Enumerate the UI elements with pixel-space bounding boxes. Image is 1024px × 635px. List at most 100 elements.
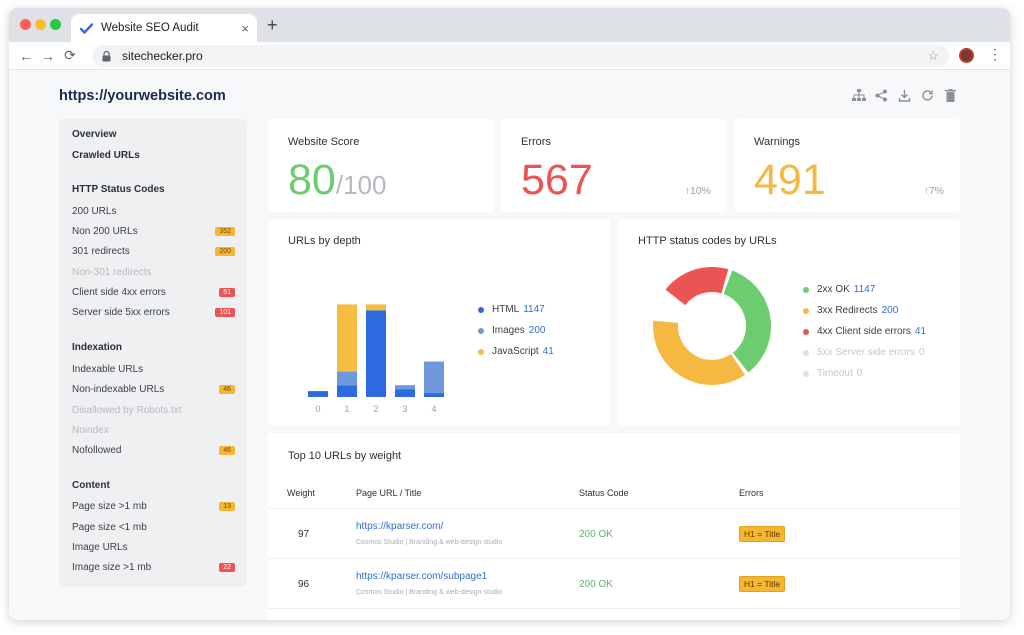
row-error-tag[interactable]: H1 = Title (739, 526, 786, 542)
score-value: 80 (288, 156, 336, 204)
checkmark-favicon-icon (79, 21, 93, 35)
bar-html-depth-4[interactable] (424, 393, 444, 397)
back-button[interactable]: ← (19, 47, 33, 64)
errors-trend: ↑10% (684, 185, 711, 197)
legend-dot-icon (478, 306, 484, 313)
bar-html-depth-2[interactable] (366, 310, 386, 397)
download-icon[interactable] (897, 88, 912, 103)
legend-item[interactable]: HTML 1147 (478, 299, 554, 320)
address-url[interactable]: sitechecker.pro (122, 49, 203, 63)
share-icon[interactable] (874, 88, 889, 103)
profile-avatar[interactable] (959, 48, 974, 63)
legend-value: 0 (856, 368, 863, 379)
legend-dot-icon (803, 349, 809, 356)
column-status-code[interactable]: Status Code (579, 488, 629, 498)
bookmark-star-icon[interactable]: ☆ (927, 48, 939, 63)
legend-dot-icon (478, 327, 484, 334)
forward-button[interactable]: → (41, 47, 55, 64)
legend-value: 1147 (853, 284, 876, 295)
sidebar-item-client-side-4xx-errors[interactable]: Client side 4xx errors 51 (72, 285, 235, 299)
sidebar-item-image-size-1-mb[interactable]: Image size >1 mb 22 (72, 560, 235, 574)
count-badge: 101 (215, 307, 235, 317)
count-badge: 352 (215, 226, 235, 236)
legend-item[interactable]: 2xx OK 1147 (803, 279, 926, 300)
row-error-tag[interactable]: H1 = Title (739, 576, 786, 592)
bar-html-depth-0[interactable] (308, 391, 328, 397)
status-legend: 2xx OK 1147 3xx Redirects 200 4xx Client sid… (803, 279, 926, 384)
row-url-link[interactable]: https://kparser.com/subpage1 (356, 571, 488, 582)
sidebar-item-non-301-redirects[interactable]: Non-301 redirects (72, 265, 235, 279)
sidebar-item-label: Non-301 redirects (72, 266, 152, 278)
sidebar-item-noindex[interactable]: Noindex (72, 423, 235, 437)
bar-javascript-depth-2[interactable] (366, 304, 386, 311)
sidebar-item-label: Content (72, 479, 110, 491)
row-page-title: Cosmos Studio | Branding & web-design st… (356, 589, 503, 596)
sidebar-item-non-200-urls[interactable]: Non 200 URLs 352 (72, 224, 235, 238)
site-title: https://yourwebsite.com (59, 88, 226, 104)
legend-name: 2xx OK (817, 284, 850, 295)
donut-slice-4xx[interactable] (665, 267, 729, 306)
donut-slice-2xx[interactable] (723, 270, 771, 373)
legend-dot-icon (803, 370, 809, 377)
sidebar-item-nofollowed[interactable]: Nofollowed 46 (72, 443, 235, 457)
close-window-button[interactable] (20, 19, 31, 30)
bar-images-depth-4[interactable] (424, 361, 444, 394)
status-chart-title: HTTP status codes by URLs (638, 235, 777, 247)
bar-images-depth-1[interactable] (337, 371, 357, 386)
new-tab-button[interactable]: + (267, 15, 278, 35)
donut-slice-3xx[interactable] (653, 320, 745, 385)
row-url-link[interactable]: https://kparser.com/ (356, 521, 444, 532)
sidebar-item-200-urls[interactable]: 200 URLs (72, 204, 235, 218)
sidebar-item-overview[interactable]: Overview (72, 127, 235, 141)
bar-html-depth-3[interactable] (395, 389, 415, 397)
bar-images-depth-3[interactable] (395, 385, 415, 390)
column-weight[interactable]: Weight (287, 488, 315, 498)
sidebar-item-label: Indexation (72, 341, 123, 353)
count-badge: 22 (219, 562, 235, 572)
legend-item[interactable]: 4xx Client side errors 41 (803, 321, 926, 342)
sidebar-item-server-side-5xx-errors[interactable]: Server side 5xx errors 101 (72, 305, 235, 319)
bar-html-depth-1[interactable] (337, 385, 357, 397)
maximize-window-button[interactable] (50, 19, 61, 30)
address-bar[interactable]: sitechecker.pro ☆ (92, 45, 949, 67)
top-urls-card: Top 10 URLs by weight Weight Page URL / … (268, 433, 960, 620)
errors-card: Errors 567 ↑10% (501, 119, 727, 212)
legend-item[interactable]: 5xx Server side errors 0 (803, 342, 926, 363)
depth-bar-chart: 0 1 2 3 4 (308, 304, 444, 414)
sidebar-item-disallowed-by-robots-txt[interactable]: Disallowed by Robots.txt (72, 403, 235, 417)
sidebar-item-page-size-1-mb[interactable]: Page size <1 mb (72, 520, 235, 534)
sidebar-item-non-indexable-urls[interactable]: Non-indexable URLs 46 (72, 382, 235, 396)
column-page-url[interactable]: Page URL / Title (356, 488, 422, 498)
errors-title: Errors (521, 136, 551, 148)
trash-icon[interactable] (943, 88, 958, 103)
legend-item[interactable]: Timeout 0 (803, 363, 926, 384)
x-tick-label: 1 (344, 404, 349, 414)
legend-item[interactable]: 3xx Redirects 200 (803, 300, 926, 321)
legend-item[interactable]: Images 200 (478, 320, 554, 341)
sidebar-item-label: 200 URLs (72, 205, 117, 217)
minimize-window-button[interactable] (35, 19, 46, 30)
column-errors[interactable]: Errors (739, 488, 764, 498)
sidebar-item-301-redirects[interactable]: 301 redirects 200 (72, 244, 235, 258)
sidebar-item-indexable-urls[interactable]: Indexable URLs (72, 362, 235, 376)
sidebar-item-label: Server side 5xx errors (72, 306, 170, 318)
tab-seo-audit[interactable]: Website SEO Audit × (71, 14, 257, 42)
row-weight: 97 (298, 529, 310, 540)
sidebar-item-label: Page size >1 mb (72, 500, 147, 512)
action-toolbar (851, 88, 958, 103)
sidebar-item-image-urls[interactable]: Image URLs (72, 540, 235, 554)
sitemap-icon[interactable] (851, 88, 866, 103)
sidebar-item-crawled-urls[interactable]: Crawled URLs (72, 148, 235, 162)
refresh-icon[interactable] (920, 88, 935, 103)
sidebar-item-label: Image URLs (72, 541, 128, 553)
divider (268, 558, 960, 559)
tab-close-icon[interactable]: × (241, 20, 249, 36)
sidebar-item-page-size-1-mb[interactable]: Page size >1 mb 13 (72, 499, 235, 513)
x-tick-label: 4 (431, 404, 436, 414)
count-badge: 13 (219, 501, 235, 511)
reload-button[interactable]: ⟳ (64, 47, 76, 63)
legend-item[interactable]: JavaScript 41 (478, 341, 554, 362)
browser-menu-icon[interactable]: ⋮ (988, 46, 1002, 62)
bar-javascript-depth-1[interactable] (337, 304, 357, 372)
sidebar-item-label: 301 redirects (72, 245, 130, 257)
